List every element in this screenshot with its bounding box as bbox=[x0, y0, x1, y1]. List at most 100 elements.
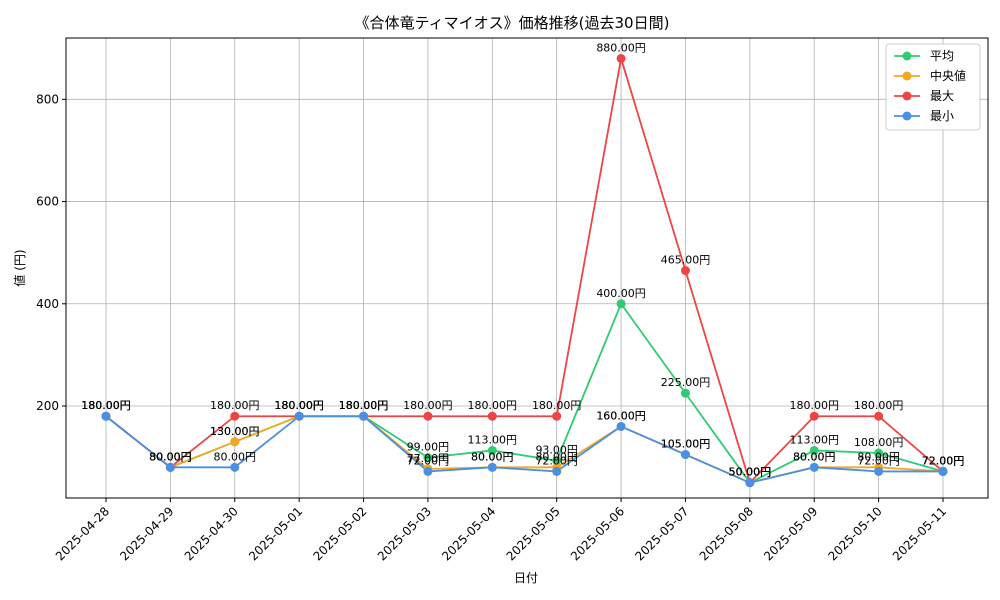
data-label: 160.00円 bbox=[596, 409, 646, 422]
x-tick-label: 2025-05-07 bbox=[632, 504, 691, 563]
x-tick-label: 2025-05-10 bbox=[826, 504, 885, 563]
data-label: 72.00円 bbox=[922, 454, 965, 467]
data-label: 180.00円 bbox=[339, 399, 389, 412]
data-label: 465.00円 bbox=[661, 254, 711, 267]
x-tick-label: 2025-05-03 bbox=[375, 504, 434, 563]
data-label: 108.00円 bbox=[854, 436, 904, 449]
plot-frame bbox=[65, 37, 989, 499]
data-point bbox=[487, 462, 497, 472]
data-label: 180.00円 bbox=[339, 399, 389, 412]
data-point bbox=[101, 411, 111, 421]
data-point bbox=[874, 448, 884, 458]
data-point bbox=[616, 53, 626, 63]
data-point bbox=[487, 445, 497, 455]
y-tick-label: 600 bbox=[36, 195, 59, 209]
x-tick-label: 2025-04-30 bbox=[182, 504, 241, 563]
data-point bbox=[423, 411, 433, 421]
x-tick-label: 2025-04-28 bbox=[53, 504, 112, 563]
data-point bbox=[616, 299, 626, 309]
data-label: 80.00円 bbox=[149, 450, 192, 463]
data-point bbox=[809, 462, 819, 472]
data-label: 80.00円 bbox=[149, 450, 192, 463]
data-label: 72.00円 bbox=[857, 454, 900, 467]
data-label: 180.00円 bbox=[854, 399, 904, 412]
data-label: 180.00円 bbox=[274, 399, 324, 412]
series-line-2 bbox=[105, 58, 944, 485]
data-label: 72.00円 bbox=[922, 454, 965, 467]
data-label: 50.00円 bbox=[729, 466, 772, 479]
data-point bbox=[680, 266, 690, 276]
x-tick-label: 2025-05-04 bbox=[439, 504, 498, 563]
data-point bbox=[487, 411, 497, 421]
data-label: 72.00円 bbox=[922, 454, 965, 467]
data-label: 50.00円 bbox=[729, 466, 772, 479]
data-label: 80.00円 bbox=[793, 450, 836, 463]
legend-label: 最小 bbox=[930, 109, 954, 123]
data-label: 80.00円 bbox=[149, 450, 192, 463]
series-lines bbox=[105, 58, 944, 485]
data-label: 72.00円 bbox=[407, 454, 450, 467]
data-label: 80.00円 bbox=[857, 450, 900, 463]
data-label: 180.00円 bbox=[81, 399, 131, 412]
data-label: 72.00円 bbox=[535, 454, 578, 467]
data-point bbox=[616, 421, 626, 431]
data-point bbox=[680, 388, 690, 398]
x-axis-ticks: 2025-04-28 2025-04-29 2025-04-30 2025-05-01… bbox=[53, 498, 949, 563]
data-point bbox=[552, 456, 562, 466]
y-tick-label: 400 bbox=[36, 297, 59, 311]
data-label: 180.00円 bbox=[403, 399, 453, 412]
data-point bbox=[552, 466, 562, 476]
y-axis-ticks: 200 400 600 800 bbox=[36, 92, 66, 413]
data-point bbox=[745, 478, 755, 488]
legend-label: 平均 bbox=[930, 49, 954, 63]
data-label: 180.00円 bbox=[274, 399, 324, 412]
data-label: 400.00円 bbox=[596, 287, 646, 300]
data-label: 180.00円 bbox=[468, 399, 518, 412]
data-point bbox=[552, 411, 562, 421]
data-label: 180.00円 bbox=[81, 399, 131, 412]
data-label: 105.00円 bbox=[661, 438, 711, 451]
data-label: 180.00円 bbox=[339, 399, 389, 412]
x-tick-label: 2025-05-01 bbox=[246, 504, 305, 563]
data-label: 225.00円 bbox=[661, 376, 711, 389]
data-label: 80.00円 bbox=[214, 450, 257, 463]
data-label: 93.00円 bbox=[535, 444, 578, 457]
data-label: 180.00円 bbox=[274, 399, 324, 412]
data-point bbox=[294, 411, 304, 421]
legend-label: 最大 bbox=[930, 89, 954, 103]
y-tick-label: 200 bbox=[36, 399, 59, 413]
data-label: 180.00円 bbox=[81, 399, 131, 412]
data-label: 880.00円 bbox=[596, 41, 646, 54]
data-label: 105.00円 bbox=[661, 438, 711, 451]
data-label: 80.00円 bbox=[471, 450, 514, 463]
y-axis-label: 値 (円) bbox=[12, 249, 27, 286]
data-point bbox=[874, 466, 884, 476]
data-label: 80.00円 bbox=[535, 450, 578, 463]
data-point bbox=[809, 411, 819, 421]
legend-box bbox=[885, 43, 981, 131]
x-tick-label: 2025-04-29 bbox=[117, 504, 176, 563]
data-label: 180.00円 bbox=[81, 399, 131, 412]
data-label: 160.00円 bbox=[596, 409, 646, 422]
data-label: 113.00円 bbox=[468, 433, 518, 446]
x-axis-label: 日付 bbox=[514, 571, 538, 585]
data-label: 113.00円 bbox=[789, 433, 839, 446]
chart-title: 《合体竜ティマイオス》価格推移(過去30日間) bbox=[355, 14, 670, 32]
data-label: 99.00円 bbox=[407, 441, 450, 454]
data-point bbox=[938, 466, 948, 476]
data-label: 77.00円 bbox=[407, 452, 450, 465]
data-label: 180.00円 bbox=[274, 399, 324, 412]
data-label: 180.00円 bbox=[532, 399, 582, 412]
data-point bbox=[230, 411, 240, 421]
data-point bbox=[423, 466, 433, 476]
data-label: 180.00円 bbox=[339, 399, 389, 412]
legend-marker bbox=[902, 91, 912, 101]
data-label: 72.00円 bbox=[922, 454, 965, 467]
data-label: 130.00円 bbox=[210, 425, 260, 438]
y-tick-label: 800 bbox=[36, 92, 59, 106]
data-point bbox=[680, 450, 690, 460]
x-tick-label: 2025-05-06 bbox=[568, 504, 627, 563]
x-tick-label: 2025-05-11 bbox=[890, 504, 949, 563]
